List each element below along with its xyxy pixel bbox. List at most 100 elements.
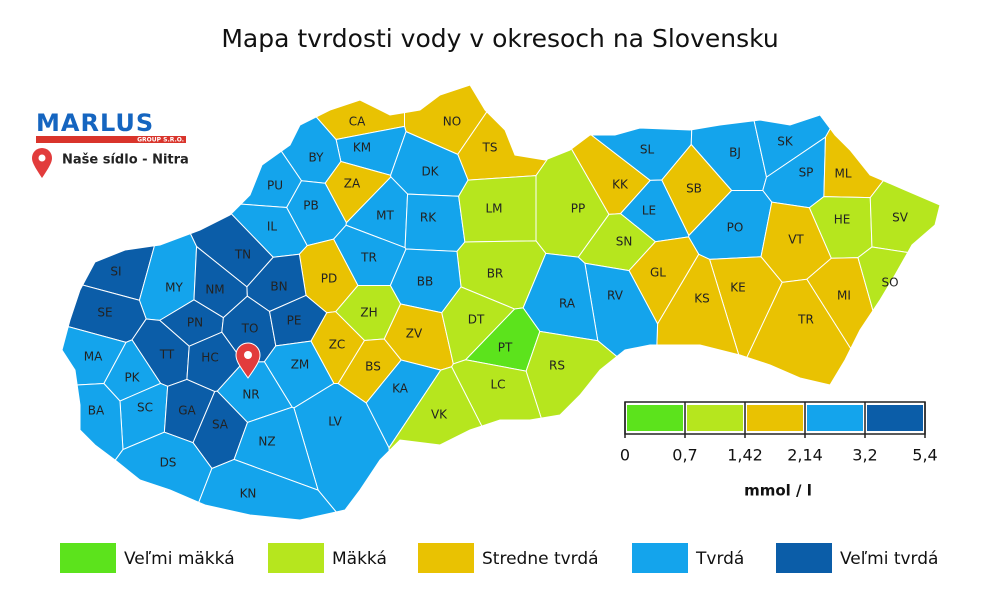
district-code: BA bbox=[88, 404, 105, 418]
district-code: DT bbox=[468, 313, 485, 327]
district-code: SI bbox=[110, 265, 121, 279]
scale-segment bbox=[747, 405, 803, 431]
district-code: LM bbox=[485, 202, 502, 216]
district-code: ZC bbox=[329, 338, 346, 352]
district-labels: CA NO TS KM BY ZA DK PU PB MT RK LM PP KK SL BJ SK SP ML SB… bbox=[84, 115, 909, 501]
district-code: PP bbox=[571, 202, 585, 216]
district-code: PU bbox=[267, 179, 283, 193]
scale-segment bbox=[807, 405, 863, 431]
district-code: ZV bbox=[406, 327, 423, 341]
district-code: BR bbox=[487, 267, 504, 281]
district-code: SO bbox=[881, 276, 898, 290]
district-code: HE bbox=[834, 213, 851, 227]
scale-tick-label: 1,42 bbox=[727, 446, 763, 465]
district-code: RK bbox=[420, 211, 437, 225]
district-code: ZH bbox=[360, 306, 377, 320]
legend: Veľmi mäkká Mäkká Stredne tvrdá Tvrdá Veľmi … bbox=[60, 543, 938, 573]
district-code: SC bbox=[137, 401, 153, 415]
district bbox=[198, 458, 338, 521]
district-code: KE bbox=[730, 281, 745, 295]
district-code: PE bbox=[287, 314, 302, 328]
district-code: NR bbox=[242, 388, 259, 402]
district-code: TN bbox=[234, 248, 251, 262]
district bbox=[114, 431, 213, 503]
district-code: DK bbox=[421, 165, 439, 179]
district-code: SN bbox=[616, 235, 633, 249]
district-map bbox=[61, 84, 941, 521]
logo-name: MARLUS bbox=[36, 109, 154, 137]
scale-tick-label: 3,2 bbox=[852, 446, 877, 465]
district-code: BB bbox=[417, 275, 433, 289]
district-code: KS bbox=[694, 292, 710, 306]
district-code: ZM bbox=[291, 358, 310, 372]
district-code: TR bbox=[360, 251, 377, 265]
district-code: ZA bbox=[344, 177, 361, 191]
district-code: MI bbox=[837, 289, 851, 303]
district-code: PK bbox=[124, 371, 140, 385]
legend-swatch bbox=[776, 543, 832, 573]
district bbox=[857, 246, 909, 312]
district-code: SK bbox=[777, 135, 794, 149]
district-code: SA bbox=[212, 418, 229, 432]
district-code: SL bbox=[640, 143, 655, 157]
district-code: LE bbox=[642, 204, 656, 218]
district-code: KN bbox=[240, 487, 257, 501]
legend-swatch bbox=[418, 543, 474, 573]
district-code: KA bbox=[392, 382, 409, 396]
pin bbox=[235, 342, 261, 379]
district-code: KM bbox=[353, 141, 371, 155]
scale-segment bbox=[627, 405, 683, 431]
title: Mapa tvrdosti vody v okresoch na Slovens… bbox=[221, 24, 778, 53]
district-code: TR bbox=[797, 313, 814, 327]
legend-label: Mäkká bbox=[332, 549, 387, 569]
pin-dot bbox=[244, 351, 252, 359]
scale-tick-label: 2,14 bbox=[787, 446, 823, 465]
scale-tick-label: 0,7 bbox=[672, 446, 697, 465]
district-code: LV bbox=[328, 415, 342, 429]
district-code: RA bbox=[559, 297, 576, 311]
legend-swatch bbox=[268, 543, 324, 573]
district-code: SB bbox=[686, 182, 702, 196]
district-code: BY bbox=[309, 151, 325, 165]
district-code: SE bbox=[97, 306, 112, 320]
district-code: GA bbox=[178, 404, 196, 418]
district-code: NO bbox=[443, 115, 461, 129]
district-code: PT bbox=[498, 341, 513, 355]
legend-label: Veľmi tvrdá bbox=[840, 549, 938, 569]
district bbox=[869, 180, 941, 254]
legend-label: Veľmi mäkká bbox=[124, 549, 235, 569]
color-scale: 0 0,7 1,42 2,14 3,2 5,4 bbox=[620, 401, 938, 465]
district-code: TO bbox=[241, 322, 259, 336]
district-code: MT bbox=[376, 209, 394, 223]
seat-pin-icon bbox=[32, 148, 52, 178]
district-code: PN bbox=[187, 316, 203, 330]
district-code: VT bbox=[788, 233, 804, 247]
district-code: PO bbox=[727, 221, 744, 235]
seat-label: Naše sídlo - Nitra bbox=[62, 153, 189, 168]
legend-label: Tvrdá bbox=[695, 549, 744, 569]
scale-segment bbox=[687, 405, 743, 431]
nitra-pin bbox=[235, 342, 261, 379]
district-code: CA bbox=[349, 115, 366, 129]
district bbox=[823, 127, 885, 199]
district-code: KK bbox=[612, 178, 629, 192]
district-code: MY bbox=[165, 281, 183, 295]
logo-sub: GROUP S.R.O. bbox=[137, 137, 184, 144]
scale-tick-label: 0 bbox=[620, 446, 630, 465]
district-code: NM bbox=[205, 283, 224, 297]
district-code: GL bbox=[650, 266, 666, 280]
district-code: BS bbox=[365, 360, 381, 374]
district-code: TS bbox=[482, 141, 498, 155]
district-code: SV bbox=[892, 211, 909, 225]
scale-unit: mmol / l bbox=[744, 482, 812, 500]
district-code: RS bbox=[549, 359, 565, 373]
district-code: RV bbox=[607, 289, 624, 303]
district-code: PD bbox=[321, 272, 337, 286]
scale-tick-label: 5,4 bbox=[912, 446, 937, 465]
district-code: ML bbox=[834, 167, 851, 181]
district-code: TT bbox=[159, 348, 175, 362]
district-code: BJ bbox=[729, 146, 741, 160]
district-code: DS bbox=[160, 456, 177, 470]
district-code: BN bbox=[270, 280, 287, 294]
